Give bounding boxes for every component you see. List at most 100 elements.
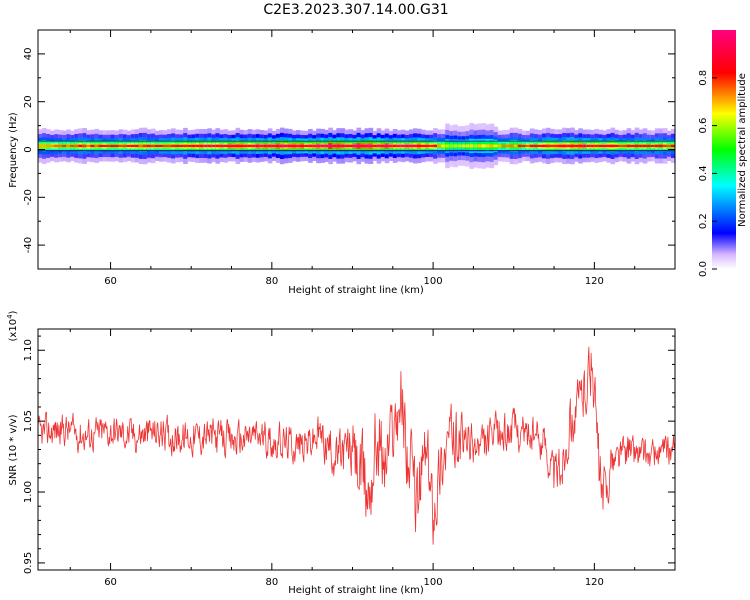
heatmap-cell: [332, 144, 337, 148]
heatmap-cell: [106, 144, 112, 148]
heatmap-cell: [646, 144, 652, 148]
heatmap-cell: [360, 144, 366, 148]
heatmap-cell: [642, 144, 648, 148]
heatmap-cell: [554, 144, 559, 148]
y-tick-label: -20: [23, 189, 34, 205]
heatmap-cell: [42, 144, 47, 148]
heatmap-cell: [501, 144, 507, 148]
x-tick-label: 100: [424, 276, 443, 287]
heatmap-cell: [437, 144, 442, 148]
heatmap-cell: [291, 144, 297, 148]
heatmap-cell: [392, 144, 398, 148]
heatmap-cell: [485, 144, 491, 148]
heatmap-cell: [316, 144, 321, 148]
heatmap-cell: [146, 144, 152, 148]
snr-y-multiplier: (x104): [6, 310, 19, 341]
heatmap-cell: [324, 144, 329, 148]
spectrogram-y-label: Frequency (Hz): [8, 112, 19, 188]
heatmap-cell: [267, 144, 273, 148]
heatmap-cell: [533, 144, 539, 148]
heatmap-cell: [489, 144, 495, 148]
heatmap-cell: [191, 144, 196, 148]
heatmap-cell: [521, 144, 527, 148]
y-tick-label: 20: [23, 95, 34, 108]
heatmap-cell: [118, 144, 124, 148]
heatmap-cell: [634, 144, 640, 148]
heatmap-cell: [134, 144, 140, 148]
heatmap-cell: [98, 144, 104, 148]
heatmap-cell: [271, 144, 277, 147]
heatmap-cell: [340, 144, 346, 148]
colorbar-tick-label: 0.6: [698, 118, 709, 134]
spectrogram-x-label: Height of straight line (km): [288, 285, 424, 296]
heatmap-cell: [183, 144, 188, 148]
heatmap-cell: [110, 144, 116, 148]
heatmap-cell: [610, 144, 616, 148]
colorbar-tick-label: 0.4: [698, 165, 709, 181]
colorbar-tick-label: 0.2: [698, 213, 709, 229]
heatmap-cell: [336, 144, 341, 148]
heatmap-cell: [62, 144, 67, 148]
snr-y-ticks: 0.95 1.00 1.05 1.10: [23, 335, 675, 574]
heatmap-cell: [279, 144, 285, 148]
colorbar-gradient: [712, 30, 736, 269]
heatmap-cell: [517, 144, 523, 148]
heatmap-cell: [469, 144, 475, 148]
heatmap-cell: [356, 144, 362, 148]
heatmap-cell: [275, 144, 281, 148]
heatmap-cell: [497, 144, 503, 148]
heatmap-cell: [86, 144, 92, 148]
heatmap-cell: [308, 144, 313, 148]
heatmap-cell: [404, 144, 410, 148]
heatmap-cell: [348, 144, 354, 148]
colorbar-label: Normalized spectral amplitude: [737, 73, 748, 227]
heatmap-cell: [541, 144, 547, 148]
heatmap-cell: [90, 144, 96, 148]
heatmap-cell: [300, 144, 305, 148]
y-tick-label: 1.00: [23, 481, 34, 503]
heatmap-cell: [158, 144, 164, 148]
heatmap-cell: [138, 144, 144, 148]
heatmap-cell: [66, 144, 71, 148]
x-tick-label: 80: [265, 276, 278, 287]
heatmap-cell: [227, 144, 233, 148]
heatmap-cell: [215, 144, 221, 148]
heatmap-cell: [384, 144, 390, 148]
heatmap-cell: [162, 144, 168, 148]
heatmap-cell: [150, 144, 156, 148]
heatmap-cell: [251, 144, 257, 148]
heatmap-cell: [650, 144, 656, 148]
heatmap-cell: [54, 144, 59, 148]
snr-y-multiplier-exp: 4: [6, 314, 14, 319]
heatmap-cell: [670, 144, 675, 148]
figure-title: C2E3.2023.307.14.00.G31: [263, 2, 448, 18]
heatmap-cell: [380, 144, 386, 148]
heatmap-cell: [545, 144, 551, 148]
heatmap-cell: [352, 144, 358, 148]
heatmap-cell: [58, 144, 63, 148]
heatmap-cell: [449, 144, 454, 148]
heatmap-cell: [570, 144, 575, 148]
y-tick-label: 0.95: [23, 552, 34, 574]
heatmap-cell: [388, 144, 394, 147]
heatmap-cell: [195, 144, 200, 148]
heatmap-cell: [364, 144, 370, 148]
heatmap-cell: [481, 144, 487, 148]
heatmap-cell: [259, 144, 265, 148]
heatmap-cell: [654, 144, 660, 148]
heatmap-cell: [50, 144, 55, 148]
heatmap-cell: [622, 144, 628, 148]
heatmap-cell: [416, 144, 422, 148]
x-tick-label: 80: [265, 577, 278, 588]
heatmap-cell: [586, 144, 591, 148]
heatmap-cell: [243, 144, 249, 148]
heatmap-cell: [179, 144, 184, 148]
heatmap-cell: [453, 144, 458, 148]
heatmap-cell: [400, 144, 406, 148]
heatmap-cell: [283, 144, 289, 148]
heatmap-cell: [606, 144, 612, 148]
heatmap-cell: [457, 144, 462, 148]
heatmap-cell: [477, 144, 483, 148]
colorbar-tick-label: 0.8: [698, 70, 709, 86]
